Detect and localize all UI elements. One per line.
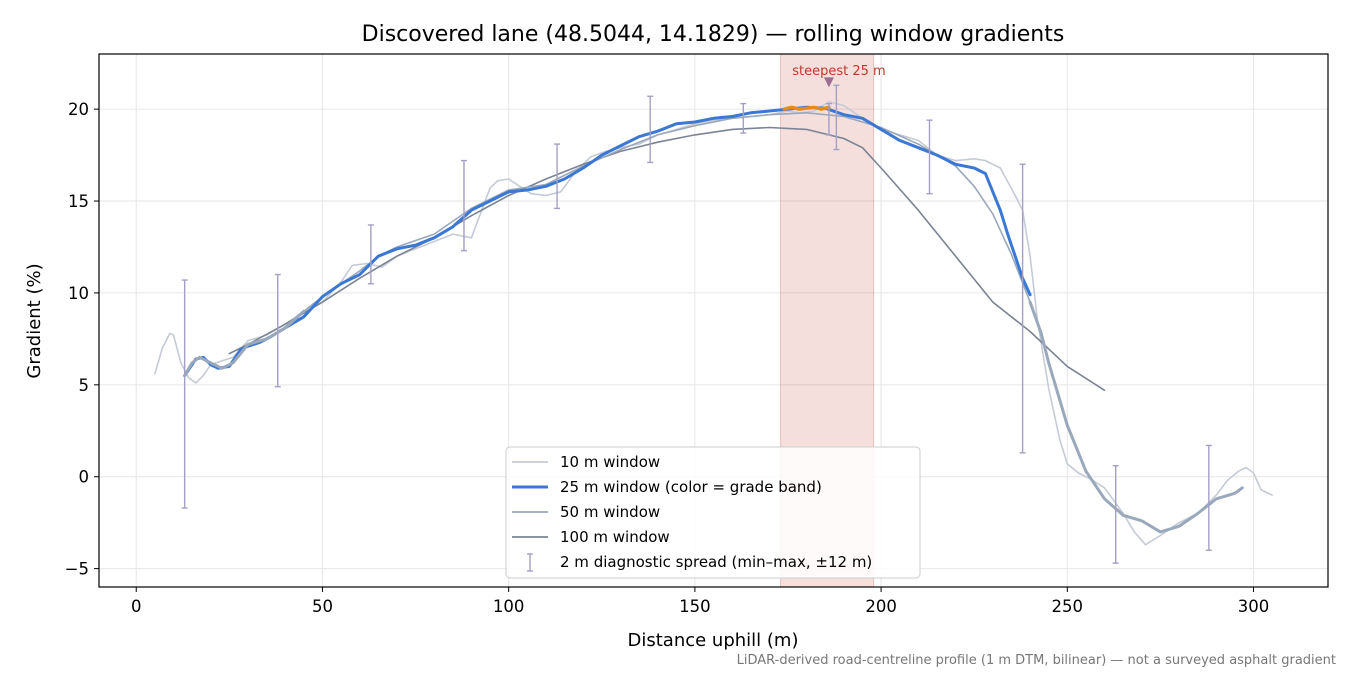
x-axis-label: Distance uphill (m)	[628, 630, 799, 651]
y-tick-label: 0	[79, 468, 90, 487]
diagnostic-spread-bars	[181, 84, 1212, 564]
spread-bar	[367, 224, 374, 285]
spread-bar	[926, 119, 933, 195]
chart-title: Discovered lane (48.5044, 14.1829) — rol…	[362, 22, 1065, 47]
spread-bar	[1019, 163, 1026, 454]
y-tick-label: −5	[65, 560, 89, 579]
steepest-annotation: steepest 25 m	[792, 64, 886, 88]
x-tick-label: 300	[1238, 597, 1270, 616]
spread-bar	[1112, 464, 1119, 564]
y-axis-label: Gradient (%)	[24, 263, 45, 378]
x-tick-label: 200	[865, 597, 897, 616]
x-tick-label: 50	[312, 597, 333, 616]
series-50m-start-emphasis	[183, 309, 306, 378]
spread-bar	[1205, 444, 1212, 551]
steepest-marker	[823, 77, 834, 88]
tick-labels: 0 50 100 150 200 250 300 −5 0 5 10 15 20	[65, 100, 1270, 616]
y-tick-label: 15	[68, 192, 89, 211]
y-tick-label: 10	[68, 284, 89, 303]
spread-bar	[825, 102, 832, 136]
x-tick-label: 100	[493, 597, 525, 616]
footnote: LiDAR-derived road-centreline profile (1…	[737, 653, 1336, 668]
x-tick-label: 0	[131, 597, 142, 616]
series-lines	[154, 101, 1273, 546]
legend-box	[505, 446, 921, 579]
series-50m-end-emphasis	[1028, 300, 1244, 534]
y-tick-label: 5	[79, 376, 90, 395]
grid-lines	[99, 54, 1328, 587]
legend-label-50m: 50 m window	[560, 503, 660, 521]
axes	[94, 53, 1329, 592]
series-100m-line	[228, 126, 1106, 392]
steepest-label: steepest 25 m	[792, 64, 885, 79]
legend-swatch-spread	[527, 553, 533, 572]
spread-bar	[554, 143, 561, 210]
spread-bar	[181, 279, 188, 509]
y-tick-label: 20	[68, 100, 89, 119]
spread-bar	[740, 102, 747, 134]
legend: 10 m window 25 m window (color = grade b…	[505, 446, 921, 579]
legend-label-100m: 100 m window	[560, 528, 670, 546]
spread-bar	[833, 84, 840, 151]
spread-bar	[647, 95, 654, 164]
spread-bar	[460, 159, 467, 252]
x-tick-label: 150	[679, 597, 711, 616]
spread-bar	[274, 273, 281, 388]
x-tick-label: 250	[1052, 597, 1084, 616]
legend-label-spread: 2 m diagnostic spread (min–max, ±12 m)	[560, 553, 872, 571]
steepest-segment-line	[782, 105, 831, 111]
legend-label-10m: 10 m window	[560, 453, 660, 471]
legend-label-25m: 25 m window (color = grade band)	[560, 478, 822, 496]
axes-frame	[98, 53, 1329, 588]
